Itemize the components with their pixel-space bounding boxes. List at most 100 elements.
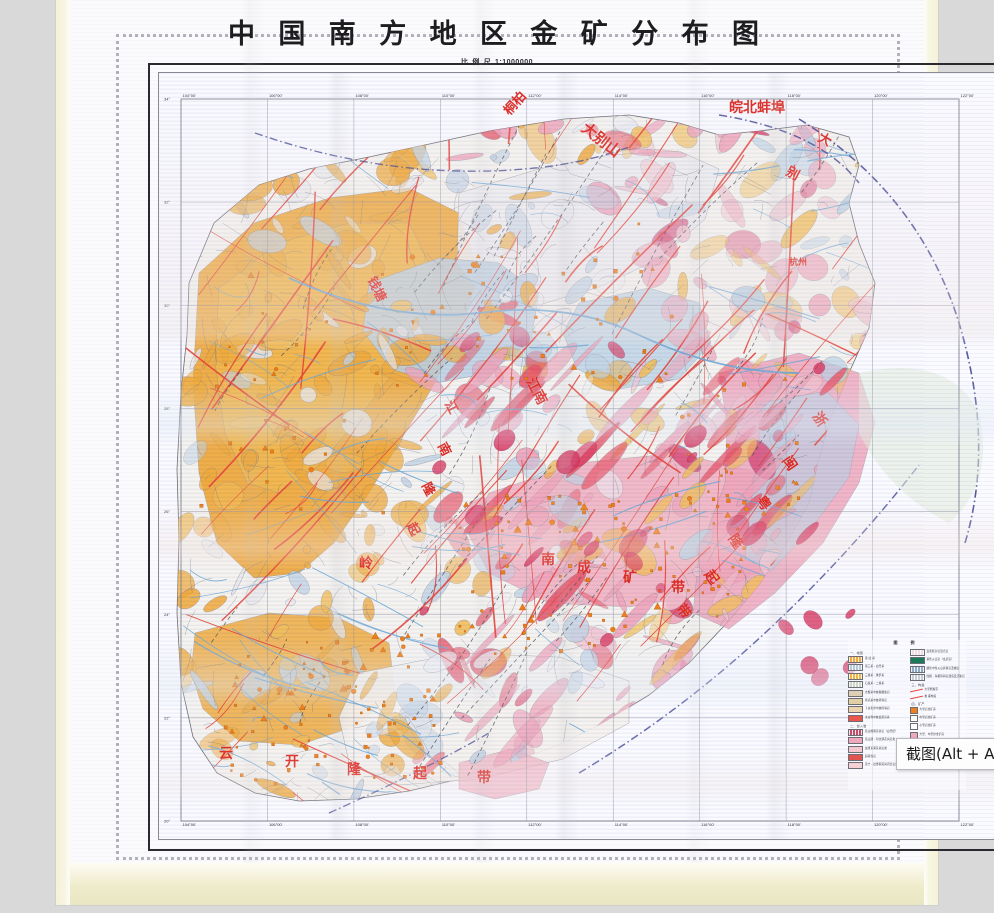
map-region-label: 云 [219, 746, 233, 762]
svg-text:116°00': 116°00' [701, 93, 714, 98]
legend-item-label: 大型断裂带 [924, 688, 939, 692]
scale-value: 1:1000000 [495, 59, 534, 66]
legend-swatch [848, 689, 863, 697]
svg-text:104°00': 104°00' [183, 822, 197, 827]
legend-swatch [848, 762, 863, 770]
legend-item-label: 超基性岩 [865, 754, 876, 758]
svg-text:32°: 32° [164, 200, 170, 205]
legend-item: 燕山期 - 印支期花岗岩类 [848, 737, 905, 745]
svg-text:114°00': 114°00' [615, 822, 628, 827]
map-region-label: 起 [413, 766, 427, 782]
legend-columns: 一、地层第 四 系第三系 - 白垩系 三叠系 - 侏罗系 石炭系 - 二叠系 志留系中… [848, 649, 966, 771]
svg-text:24°: 24° [164, 612, 170, 617]
legend-swatch [909, 649, 925, 656]
legend-swatch [848, 697, 863, 705]
scale-line: 比 例 尺 1:1000000 [70, 57, 924, 67]
legend-swatch [848, 714, 863, 722]
map-sheet: 中 国 南 方 地 区 金 矿 分 布 图 比 例 尺 1:1000000 10… [70, 0, 994, 863]
legend-item-label: 大型岩金矿床 [919, 707, 936, 711]
svg-text:116°00': 116°00' [701, 822, 714, 827]
legend-group-heading: 二、侵入岩 [850, 723, 867, 728]
map-region-label: 隆 [347, 762, 361, 778]
legend-item-label: 下古生界中统碎屑岩 [865, 707, 890, 711]
svg-text:118°00': 118°00' [788, 93, 801, 98]
svg-text:112°00': 112°00' [528, 822, 541, 827]
legend-swatch [848, 681, 863, 689]
svg-text:122°00': 122°00' [961, 822, 975, 827]
svg-text:30°: 30° [164, 303, 170, 308]
legend-item-label: 中型岩金矿床 [919, 716, 936, 720]
legend-item-label: 酸性中性火山碎屑岩及熔岩 [926, 666, 960, 670]
legend-item-label: 第 四 系 [865, 657, 875, 661]
legend-item-label: 小型岩金矿床 [919, 724, 936, 728]
legend-item-label: 第三系 - 白垩系 [865, 665, 885, 669]
screenshot-tooltip[interactable]: 截图(Alt + A) [896, 738, 994, 770]
svg-text:106°00': 106°00' [269, 822, 283, 827]
map-title-block: 中 国 南 方 地 区 金 矿 分 布 图 比 例 尺 1:1000000 [70, 12, 924, 67]
svg-text:20°: 20° [164, 819, 170, 824]
svg-text:106°00': 106°00' [269, 93, 283, 98]
map-region-label: 矿 [623, 570, 637, 586]
legend-item-label: 志留系中统碳酸盐岩 [865, 690, 890, 694]
legend-swatch [848, 745, 863, 753]
svg-text:118°00': 118°00' [788, 822, 801, 827]
legend-item: 大型岩金矿床 [909, 706, 967, 714]
map-region-label: 皖北蚌埠 [729, 100, 785, 116]
legend-swatch [848, 706, 863, 714]
svg-text:122°00': 122°00' [961, 93, 975, 98]
legend-item: 中型岩金矿床 [909, 714, 967, 722]
svg-text:110°00': 110°00' [442, 822, 455, 827]
legend-item: 志留系中统碳酸盐岩 [848, 689, 905, 697]
legend-item-label: 石炭系 - 二叠系 [865, 682, 885, 686]
map-canvas: 104°00' 104°00' 106°00' 106°00' 108°00' 108°0… [159, 73, 994, 839]
legend-item: 太古界中统变质岩系 [848, 714, 905, 722]
legend-item-label: 推 覆构造 [924, 694, 937, 698]
legend-group-heading: 四、矿产 [911, 701, 925, 706]
svg-text:22°: 22° [164, 715, 170, 720]
svg-text:104°00': 104°00' [183, 93, 197, 98]
map-region-label: 杭州 [789, 258, 808, 268]
legend-item: 加里东期花岗岩类 [848, 745, 905, 753]
legend-item: 第 四 系 [848, 656, 905, 663]
legend-item-label: 晋宁 - 四堡期花岗闪长岩类 [865, 763, 898, 767]
legend-swatch [848, 753, 863, 761]
legend-swatch [848, 672, 863, 680]
legend-item: 燕山晚期花岗岩（白垩纪） [848, 728, 905, 736]
legend-swatch [909, 665, 925, 673]
legend-item: 大型断裂带 [909, 688, 967, 693]
legend-item: 基性火山岩（玄武岩） [909, 657, 967, 665]
map-region-label: 带 [477, 770, 491, 786]
legend-item-label: 三叠系 - 侏罗系 [865, 673, 885, 677]
legend-item: 寒武系中统碎屑岩 [848, 697, 905, 705]
svg-text:114°00': 114°00' [615, 93, 628, 98]
map-region-label: 南 [541, 552, 555, 568]
map-region-label: 开 [285, 754, 299, 770]
svg-text:110°00': 110°00' [442, 93, 455, 98]
paper-edge-bottom [70, 863, 924, 905]
svg-text:26°: 26° [164, 509, 170, 514]
svg-text:34°: 34° [164, 97, 170, 102]
svg-text:108°00': 108°00' [355, 93, 369, 98]
legend-item: 三叠系 - 侏罗系 [848, 672, 905, 680]
legend-item: 第三系 - 白垩系 [848, 664, 905, 672]
legend-item-label: 寒武系中统碎屑岩 [865, 699, 887, 703]
legend-item: 小型岩金矿床 [909, 723, 967, 731]
svg-text:112°00': 112°00' [528, 93, 541, 98]
svg-text:120°00': 120°00' [874, 93, 888, 98]
map-frame [148, 63, 994, 851]
scale-label: 比 例 尺 [460, 59, 492, 66]
legend-item-label: 燕山晚期花岗岩（白垩纪） [865, 729, 898, 733]
legend-item: 变质核杂岩混合岩 [909, 649, 967, 656]
legend-swatch [848, 656, 863, 663]
svg-text:108°00': 108°00' [355, 822, 369, 827]
legend-item-label: 陆相 - 海相碎屑岩建造及沉积岩 [926, 675, 965, 679]
legend-item-label: 加里东期花岗岩类 [865, 746, 887, 750]
map-region-label: 带 [671, 580, 685, 596]
legend-swatch-line [909, 688, 923, 693]
legend-item-label: 燕山期 - 印支期花岗岩类 [865, 738, 896, 742]
legend-column-2: 变质核杂岩混合岩 基性火山岩（玄武岩） 酸性中性火山碎屑岩及熔岩陆相 - 海相碎屑岩… [909, 649, 967, 771]
legend-item: 酸性中性火山碎屑岩及熔岩 [909, 665, 967, 673]
legend-item: 石炭系 - 二叠系 [848, 681, 905, 689]
svg-text:120°00': 120°00' [874, 822, 888, 827]
page-title: 中 国 南 方 地 区 金 矿 分 布 图 [228, 19, 766, 50]
